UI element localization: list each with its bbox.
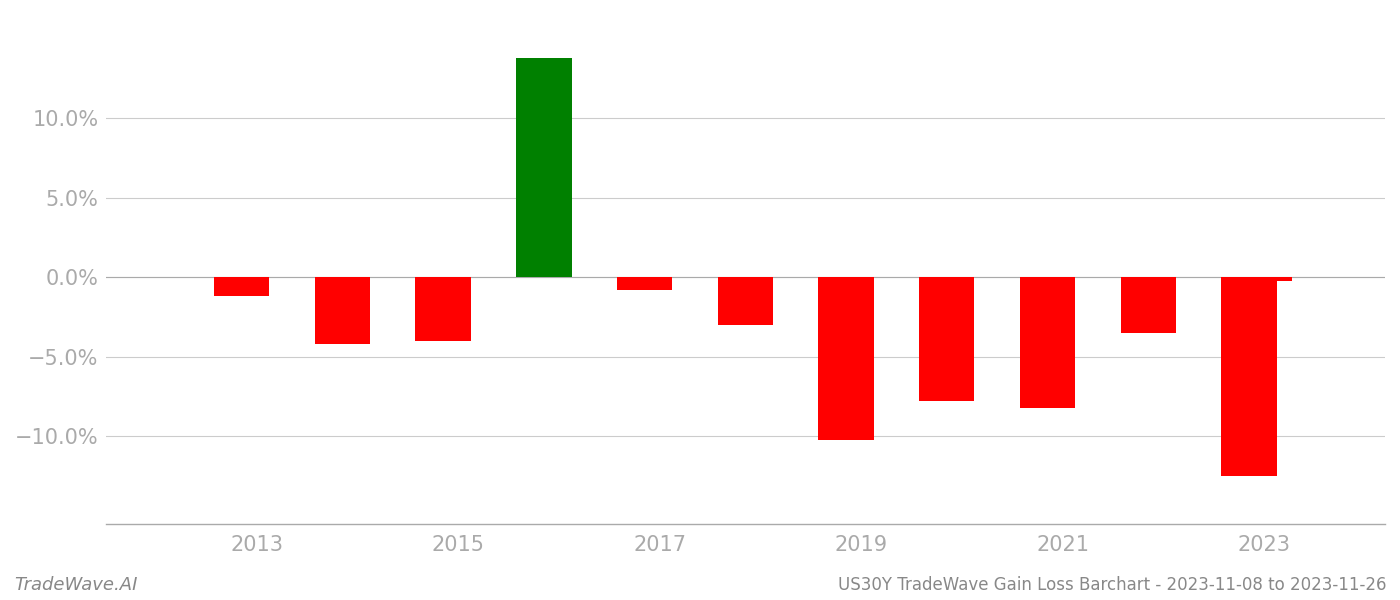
- Bar: [1120, 277, 1176, 333]
- Bar: [718, 277, 773, 325]
- Bar: [1221, 277, 1277, 476]
- Bar: [1236, 277, 1292, 281]
- Text: US30Y TradeWave Gain Loss Barchart - 2023-11-08 to 2023-11-26: US30Y TradeWave Gain Loss Barchart - 202…: [837, 576, 1386, 594]
- Bar: [315, 277, 370, 344]
- Bar: [819, 277, 874, 440]
- Bar: [918, 277, 974, 401]
- Bar: [416, 277, 470, 341]
- Bar: [214, 277, 269, 296]
- Bar: [1019, 277, 1075, 408]
- Text: TradeWave.AI: TradeWave.AI: [14, 576, 137, 594]
- Bar: [517, 58, 571, 277]
- Bar: [617, 277, 672, 290]
